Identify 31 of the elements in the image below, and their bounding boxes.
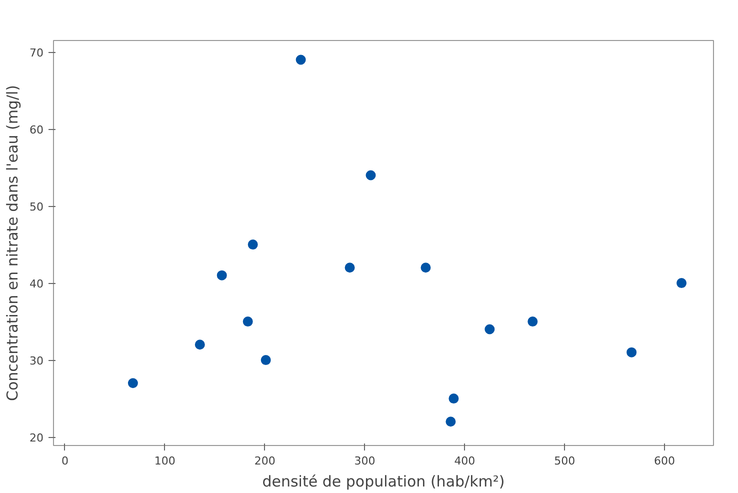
point xyxy=(242,316,253,327)
point xyxy=(420,262,431,273)
point xyxy=(676,278,687,288)
y-tick-label: 60 xyxy=(30,124,44,137)
x-tick-label: 300 xyxy=(354,454,376,468)
point xyxy=(194,340,205,350)
x-tick-label: 600 xyxy=(654,454,676,468)
point xyxy=(446,416,456,427)
point xyxy=(216,270,227,280)
x-axis-title: densité de population (hab/km²) xyxy=(262,472,505,490)
y-tick-label: 40 xyxy=(30,278,44,291)
x-tick-label: 100 xyxy=(154,454,176,468)
point xyxy=(344,262,355,273)
x-tick-label: 500 xyxy=(554,454,576,468)
point xyxy=(128,378,138,388)
x-tick-label: 400 xyxy=(454,454,476,468)
y-tick-label: 70 xyxy=(30,46,44,60)
point xyxy=(448,394,459,404)
point xyxy=(296,54,306,65)
point xyxy=(248,240,258,250)
point xyxy=(484,324,495,334)
point xyxy=(366,170,376,180)
point xyxy=(260,355,271,366)
x-tick-label: 0 xyxy=(61,454,68,468)
y-tick-label: 50 xyxy=(30,200,44,214)
point xyxy=(528,316,538,327)
y-axis-title: Concentration en nitrate dans l'eau (mg/l) xyxy=(4,84,22,402)
y-tick-label: 30 xyxy=(30,354,44,368)
x-tick-label: 200 xyxy=(254,454,276,468)
y-tick-label: 20 xyxy=(30,432,44,445)
point xyxy=(626,347,637,358)
